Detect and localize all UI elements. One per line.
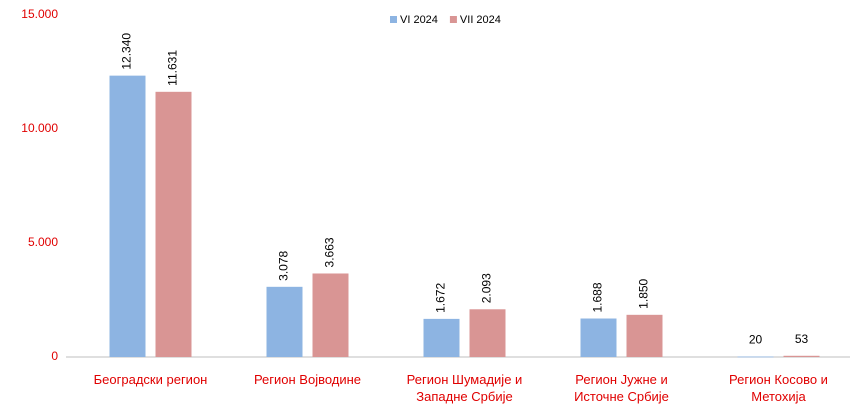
legend-swatch bbox=[390, 16, 397, 23]
bar bbox=[580, 318, 617, 357]
bar bbox=[626, 314, 663, 357]
data-label: 12.340 bbox=[120, 33, 134, 70]
data-label: 20 bbox=[749, 333, 763, 347]
y-tick-label: 10.000 bbox=[21, 121, 58, 135]
bar bbox=[737, 356, 774, 358]
bar bbox=[469, 309, 506, 357]
y-tick-label: 15.000 bbox=[21, 7, 58, 21]
data-label: 1.850 bbox=[637, 278, 651, 308]
x-tick-label: Београдски регион bbox=[93, 372, 208, 387]
x-tick-label: Регион Војводине bbox=[253, 372, 362, 387]
bar bbox=[109, 75, 146, 357]
bar bbox=[155, 91, 192, 357]
bar bbox=[423, 318, 460, 357]
y-tick-label: 5.000 bbox=[28, 235, 58, 249]
data-label: 1.688 bbox=[591, 282, 605, 312]
bar bbox=[312, 273, 349, 357]
x-tick-label: Регион Шумадије и Западне Србије bbox=[406, 372, 523, 404]
legend-label: VI 2024 bbox=[400, 14, 438, 26]
bar bbox=[266, 286, 303, 357]
data-label: 1.672 bbox=[434, 283, 448, 313]
data-label: 53 bbox=[795, 332, 809, 346]
legend-swatch bbox=[449, 16, 457, 23]
data-label: 3.078 bbox=[277, 250, 291, 280]
data-label: 2.093 bbox=[480, 273, 494, 303]
y-tick-label: 0 bbox=[51, 349, 58, 363]
data-label: 3.663 bbox=[323, 237, 337, 267]
x-tick-label: Регион Јужне и Источне Србије bbox=[574, 372, 669, 404]
bar bbox=[783, 355, 820, 357]
x-tick-label: Регион Косово и Метохија bbox=[729, 372, 828, 404]
legend-label: VII 2024 bbox=[460, 14, 501, 26]
data-label: 11.631 bbox=[166, 50, 180, 86]
